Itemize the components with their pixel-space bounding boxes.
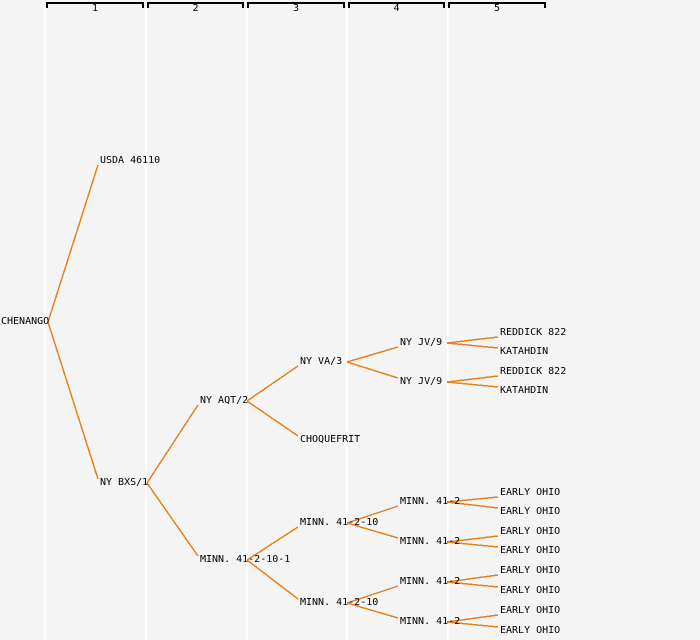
tree-node-label: USDA 46110 bbox=[100, 155, 161, 166]
generation-bracket bbox=[46, 2, 144, 8]
pedigree-edge bbox=[246, 400, 299, 437]
tree-node-label: MINN. 41-2 bbox=[400, 496, 461, 507]
generation-label: 1 bbox=[91, 3, 99, 14]
tree-node-label: NY JV/9 bbox=[400, 337, 443, 348]
pedigree-edge bbox=[446, 381, 499, 388]
pedigree-edge bbox=[346, 361, 399, 379]
tree-node-label: NY BXS/1 bbox=[100, 477, 149, 488]
pedigree-edge bbox=[446, 581, 499, 588]
tree-node-label: EARLY OHIO bbox=[500, 526, 561, 537]
generation-bracket bbox=[448, 2, 546, 8]
tree-node-label: MINN. 41-2-10 bbox=[300, 597, 379, 608]
tree-node-label: CHOQUEFRIT bbox=[300, 434, 361, 445]
tree-node-label: REDDICK 822 bbox=[500, 327, 567, 338]
tree-node-label: NY AQT/2 bbox=[200, 395, 249, 406]
pedigree-edge bbox=[146, 482, 199, 557]
tree-node-label: EARLY OHIO bbox=[500, 625, 561, 636]
pedigree-edge bbox=[446, 501, 499, 509]
pedigree-edge bbox=[446, 342, 499, 349]
pedigree-edge bbox=[346, 346, 399, 363]
pedigree-edge bbox=[446, 375, 499, 383]
pedigree-edge bbox=[446, 336, 499, 344]
pedigree-edge bbox=[47, 321, 99, 480]
generation-label: 5 bbox=[493, 3, 501, 14]
tree-node-label: KATAHDIN bbox=[500, 346, 549, 357]
tree-node-label: NY VA/3 bbox=[300, 356, 343, 367]
generation-bracket bbox=[348, 2, 445, 8]
pedigree-edge bbox=[246, 526, 299, 561]
tree-node-label: EARLY OHIO bbox=[500, 506, 561, 517]
tree-node-label: EARLY OHIO bbox=[500, 585, 561, 596]
pedigree-edge bbox=[446, 621, 499, 628]
pedigree-edge bbox=[446, 496, 499, 503]
pedigree-edge bbox=[446, 574, 499, 583]
tree-node-label: REDDICK 822 bbox=[500, 366, 567, 377]
tree-node-label: NY JV/9 bbox=[400, 376, 443, 387]
tree-node-label: MINN. 41-2 bbox=[400, 576, 461, 587]
tree-node-label: EARLY OHIO bbox=[500, 545, 561, 556]
tree-node-label: EARLY OHIO bbox=[500, 565, 561, 576]
generation-label: 3 bbox=[292, 3, 300, 14]
tree-node-label: MINN. 41-2-10 bbox=[300, 517, 379, 528]
pedigree-edge bbox=[346, 522, 399, 539]
pedigree-edge bbox=[446, 614, 499, 623]
pedigree-edge bbox=[346, 602, 399, 619]
tree-node-label: MINN. 41-2 bbox=[400, 536, 461, 547]
generation-bracket bbox=[147, 2, 244, 8]
generation-label: 2 bbox=[192, 3, 199, 14]
pedigree-edge bbox=[346, 505, 399, 524]
tree-node-label: KATAHDIN bbox=[500, 385, 549, 396]
pedigree-edge bbox=[446, 541, 499, 548]
tree-node-label: MINN. 41-2-10-1 bbox=[200, 554, 291, 565]
tree-node-label: EARLY OHIO bbox=[500, 605, 561, 616]
tree-node-label: CHENANGO bbox=[1, 316, 50, 327]
pedigree-edge bbox=[47, 164, 99, 323]
pedigree-edge bbox=[346, 585, 399, 604]
tree-node-label: MINN. 41-2 bbox=[400, 616, 461, 627]
pedigree-edge bbox=[246, 559, 299, 600]
pedigree-edge bbox=[146, 404, 199, 484]
pedigree-edge bbox=[446, 535, 499, 543]
pedigree-edge bbox=[246, 365, 299, 402]
tree-node-label: EARLY OHIO bbox=[500, 487, 561, 498]
generation-bracket bbox=[247, 2, 345, 8]
generation-label: 4 bbox=[393, 3, 400, 14]
